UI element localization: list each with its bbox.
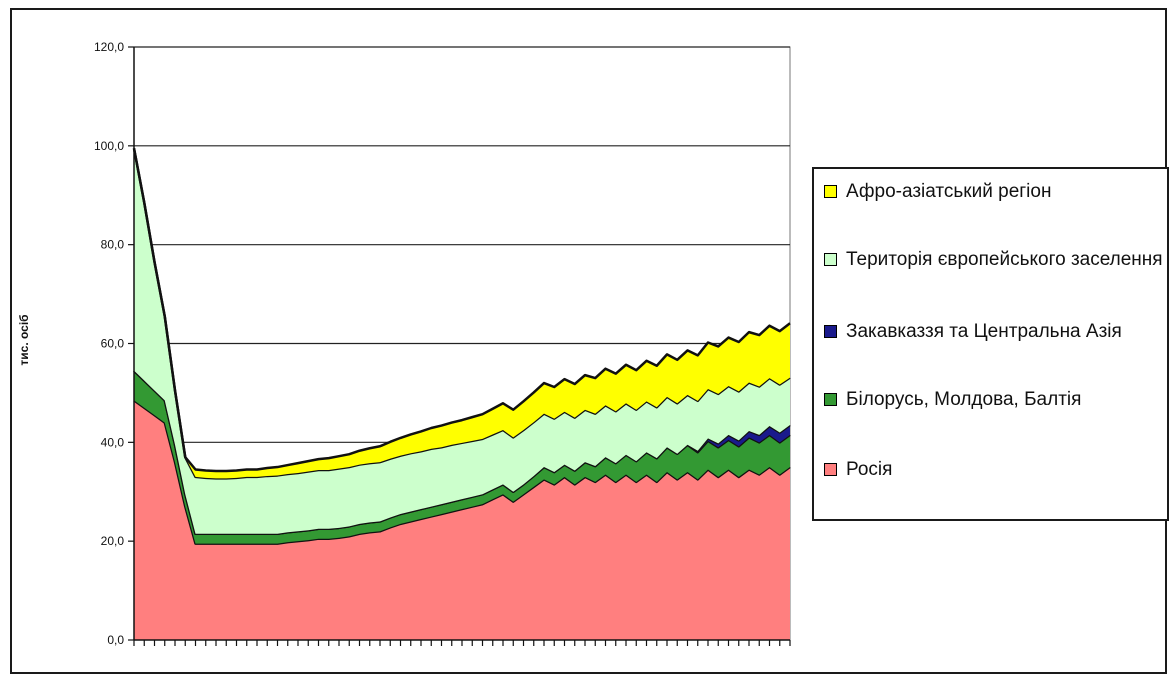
legend-item-belarus-moldova-baltics: Білорусь, Молдова, Балтія xyxy=(824,387,1164,413)
legend-swatch-european-settlement xyxy=(824,253,837,266)
legend-label-russia: Росія xyxy=(846,459,893,480)
legend: Афро-азіатський регіон Територія європей… xyxy=(812,167,1169,521)
y-tick-label: 40,0 xyxy=(101,435,125,449)
legend-label-afro-asian: Афро-азіатський регіон xyxy=(846,181,1052,202)
y-axis-label: тис. осіб xyxy=(17,314,31,366)
y-tick-label: 80,0 xyxy=(101,238,125,252)
area-series-0 xyxy=(134,400,790,640)
legend-item-afro-asian: Афро-азіатський регіон xyxy=(824,179,1164,205)
y-tick-label: 20,0 xyxy=(101,534,125,548)
legend-swatch-belarus-moldova-baltics xyxy=(824,393,837,406)
y-tick-label: 100,0 xyxy=(94,139,124,153)
series-line-4 xyxy=(132,148,791,473)
legend-label-european-settlement: Територія європейського заселення xyxy=(846,249,1163,270)
legend-swatch-russia xyxy=(824,463,837,476)
area-series-4 xyxy=(134,148,790,479)
legend-label-belarus-moldova-baltics: Білорусь, Молдова, Балтія xyxy=(846,389,1082,410)
legend-label-caucasus-central-asia: Закавказзя та Центральна Азія xyxy=(846,321,1122,342)
y-tick-label: 120,0 xyxy=(94,40,124,54)
y-tick-label: 0,0 xyxy=(107,633,124,647)
legend-swatch-caucasus-central-asia xyxy=(824,325,837,338)
area-series-3 xyxy=(134,148,790,534)
legend-item-european-settlement: Територія європейського заселення xyxy=(824,247,1164,273)
legend-swatch-afro-asian xyxy=(824,185,837,198)
legend-item-caucasus-central-asia: Закавказзя та Центральна Азія xyxy=(824,319,1164,345)
legend-item-russia: Росія xyxy=(824,457,1164,483)
y-tick-label: 60,0 xyxy=(101,337,125,351)
